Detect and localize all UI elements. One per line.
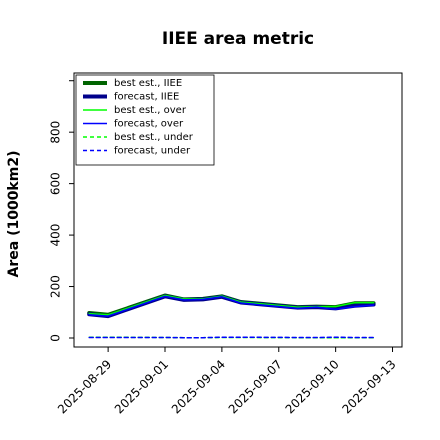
axes-frame xyxy=(73,72,403,348)
series-line-5 xyxy=(88,336,375,339)
y-tick-label: 600 xyxy=(49,172,63,195)
x-tick-label: 2025-09-04 xyxy=(169,357,228,416)
x-tick-label: 2025-09-13 xyxy=(339,357,398,416)
x-tick-label: 2025-09-10 xyxy=(283,357,342,416)
legend-label-4: best est., under xyxy=(114,132,194,143)
x-tick-label: 2025-09-01 xyxy=(112,357,171,416)
y-tick-label: 200 xyxy=(49,275,63,298)
x-tick-label: 2025-08-29 xyxy=(55,357,114,416)
y-tick-label: 0 xyxy=(49,334,63,342)
y-tick-label: 800 xyxy=(49,121,63,144)
legend-label-3: forecast, over xyxy=(114,119,184,130)
y-axis-label: Area (1000km2) xyxy=(6,151,22,278)
legend-label-2: best est., over xyxy=(114,105,187,116)
series-line-2 xyxy=(88,294,375,316)
series-line-3 xyxy=(88,295,375,317)
chart-title: IIEE area metric xyxy=(162,29,314,49)
x-tick-label: 2025-09-07 xyxy=(226,357,285,416)
legend: best est., IIEE forecast, IIEE best est., … xyxy=(75,74,215,166)
legend-label-1: forecast, IIEE xyxy=(114,92,179,103)
legend-label-5: forecast, under xyxy=(114,146,191,157)
y-tick-label: 400 xyxy=(49,224,63,247)
legend-label-0: best est., IIEE xyxy=(114,78,182,89)
